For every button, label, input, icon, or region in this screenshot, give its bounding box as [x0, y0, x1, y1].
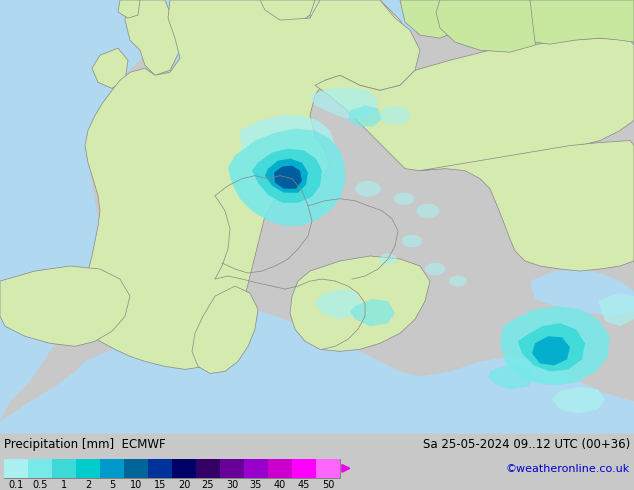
Polygon shape — [348, 105, 382, 126]
Text: 1: 1 — [61, 480, 67, 490]
Polygon shape — [0, 0, 634, 434]
Polygon shape — [0, 0, 170, 421]
Polygon shape — [118, 0, 140, 18]
Text: 35: 35 — [250, 480, 262, 490]
Polygon shape — [500, 306, 610, 386]
Polygon shape — [274, 166, 302, 189]
Polygon shape — [530, 269, 634, 316]
Polygon shape — [0, 266, 130, 346]
Polygon shape — [450, 275, 467, 287]
Bar — [172, 459, 196, 478]
Polygon shape — [260, 0, 410, 70]
Text: ©weatheronline.co.uk: ©weatheronline.co.uk — [506, 464, 630, 474]
Text: 5: 5 — [109, 480, 115, 490]
Polygon shape — [518, 323, 585, 371]
Polygon shape — [394, 193, 415, 205]
Text: 10: 10 — [130, 480, 142, 490]
Polygon shape — [265, 159, 308, 193]
Polygon shape — [318, 0, 410, 70]
Polygon shape — [290, 256, 430, 351]
Polygon shape — [356, 181, 381, 196]
Bar — [268, 459, 292, 478]
Polygon shape — [310, 87, 378, 119]
Bar — [220, 459, 244, 478]
Polygon shape — [92, 48, 128, 88]
Polygon shape — [350, 299, 395, 326]
Text: 45: 45 — [298, 480, 310, 490]
Polygon shape — [425, 263, 446, 275]
Polygon shape — [532, 336, 570, 366]
Polygon shape — [250, 0, 315, 25]
Polygon shape — [80, 0, 420, 369]
Bar — [292, 459, 316, 478]
Polygon shape — [402, 235, 422, 247]
Text: 30: 30 — [226, 480, 238, 490]
Polygon shape — [240, 116, 335, 150]
Polygon shape — [315, 289, 362, 319]
Polygon shape — [315, 38, 634, 171]
Bar — [4, 459, 28, 478]
Bar — [124, 459, 148, 478]
Polygon shape — [379, 253, 397, 265]
Text: 15: 15 — [154, 480, 166, 490]
Text: Sa 25-05-2024 09..12 UTC (00+36): Sa 25-05-2024 09..12 UTC (00+36) — [423, 438, 630, 451]
Bar — [316, 459, 340, 478]
Polygon shape — [380, 0, 460, 35]
Polygon shape — [252, 148, 322, 203]
Polygon shape — [552, 387, 605, 414]
Bar — [244, 459, 268, 478]
Text: 0.5: 0.5 — [32, 480, 48, 490]
Text: Precipitation [mm]  ECMWF: Precipitation [mm] ECMWF — [4, 438, 165, 451]
Polygon shape — [488, 365, 535, 390]
Polygon shape — [420, 141, 634, 271]
Polygon shape — [380, 106, 411, 125]
Polygon shape — [0, 311, 634, 434]
Bar — [76, 459, 100, 478]
Polygon shape — [108, 70, 175, 125]
Text: 25: 25 — [202, 480, 214, 490]
Polygon shape — [436, 0, 540, 52]
Polygon shape — [228, 128, 345, 226]
Bar — [196, 459, 220, 478]
Polygon shape — [192, 286, 258, 373]
Text: 0.1: 0.1 — [8, 480, 23, 490]
Text: 50: 50 — [322, 480, 334, 490]
Text: 40: 40 — [274, 480, 286, 490]
Polygon shape — [400, 0, 470, 38]
Bar — [100, 459, 124, 478]
Bar — [28, 459, 52, 478]
Polygon shape — [125, 0, 180, 75]
Bar — [52, 459, 76, 478]
Text: 20: 20 — [178, 480, 190, 490]
Polygon shape — [160, 0, 260, 100]
Text: 2: 2 — [85, 480, 91, 490]
Polygon shape — [417, 204, 440, 218]
Bar — [4, 459, 340, 478]
Bar — [148, 459, 172, 478]
Polygon shape — [530, 0, 634, 44]
Polygon shape — [598, 293, 634, 326]
